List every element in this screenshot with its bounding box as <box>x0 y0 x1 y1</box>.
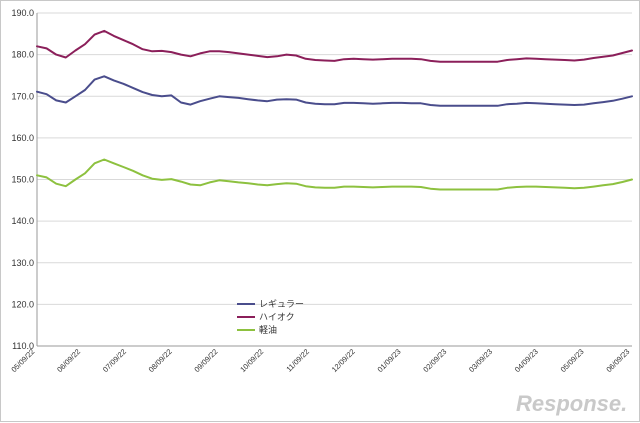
x-tick-label: 03/09/23 <box>467 347 494 374</box>
x-tick-label: 05/09/23 <box>559 347 586 374</box>
watermark-logo: Response. <box>516 391 627 416</box>
x-tick-label: 04/09/23 <box>513 347 540 374</box>
y-tick-label: 120.0 <box>11 299 34 309</box>
x-tick-label: 12/09/22 <box>330 347 357 374</box>
y-tick-label: 110.0 <box>12 341 34 351</box>
x-tick-label: 07/09/22 <box>101 347 128 374</box>
x-tick-label: 10/09/22 <box>238 347 265 374</box>
series-line-1 <box>36 29 633 63</box>
x-tick-label: 09/09/22 <box>192 347 219 374</box>
x-tick-label: 02/09/23 <box>421 347 448 374</box>
x-tick-label: 11/09/22 <box>284 347 311 374</box>
series-line-0 <box>36 75 633 107</box>
legend-label: 軽油 <box>259 324 277 335</box>
y-tick-label: 180.0 <box>11 50 34 60</box>
y-tick-label: 190.0 <box>11 8 34 18</box>
x-axis-ticks: 05/09/22 06/09/22 07/09/22 08/09/22 09/09/22… <box>9 347 631 374</box>
series-lines <box>36 29 633 191</box>
y-axis-ticks: 110.0 120.0 130.0 140.0 150.0 160.0 170.0 180.0… <box>11 8 34 351</box>
x-tick-label: 01/09/23 <box>376 347 403 374</box>
y-tick-label: 170.0 <box>11 91 34 101</box>
y-tick-label: 140.0 <box>11 216 34 226</box>
legend-label: レギュラー <box>259 299 304 309</box>
y-tick-label: 150.0 <box>11 175 34 185</box>
series-line-2 <box>36 158 633 191</box>
gridlines <box>36 12 632 347</box>
x-tick-label: 05/09/22 <box>9 347 36 374</box>
x-tick-label: 08/09/22 <box>147 347 174 374</box>
y-tick-label: 160.0 <box>11 133 34 143</box>
legend-label: ハイオク <box>259 312 295 322</box>
x-tick-label: 06/09/23 <box>604 347 631 374</box>
x-tick-label: 06/09/22 <box>55 347 82 374</box>
y-tick-label: 130.0 <box>11 258 34 268</box>
